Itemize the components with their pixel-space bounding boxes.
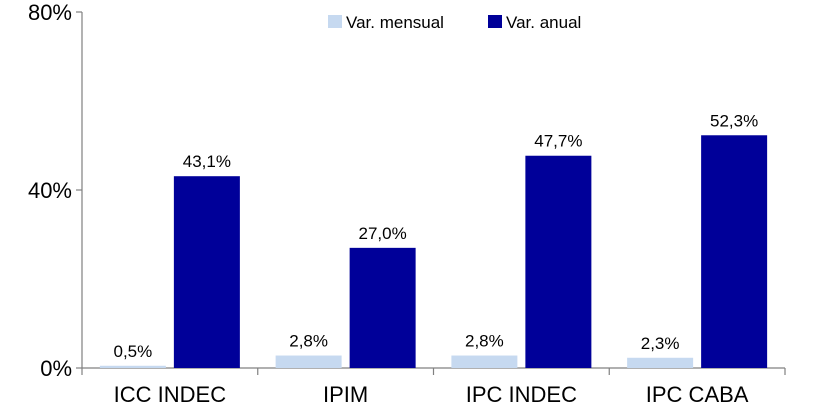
data-label: 2,8%: [289, 332, 328, 351]
bar-var-mensual: [627, 357, 694, 368]
y-tick-label: 80%: [28, 0, 72, 25]
chart-axes: 0% 40% 80% ICC INDEC IPIM IPC INDEC IPC CABA: [28, 0, 786, 407]
x-tick-label: ICC INDEC: [114, 382, 227, 407]
bar-var-anual: [349, 247, 416, 368]
legend-label: Var. anual: [506, 13, 581, 32]
x-tick-label: IPC INDEC: [466, 382, 577, 407]
y-tick-label: 40%: [28, 178, 72, 203]
bar-var-mensual: [451, 355, 518, 368]
legend-swatch: [488, 15, 502, 28]
bar-var-anual: [525, 155, 592, 368]
data-label: 2,8%: [465, 332, 504, 351]
data-label: 43,1%: [183, 152, 231, 171]
bar-var-anual: [701, 135, 768, 368]
data-label: 47,7%: [534, 132, 582, 151]
data-label: 0,5%: [114, 342, 153, 361]
data-label: 52,3%: [710, 111, 758, 130]
chart-data-labels: 0,5% 43,1% 2,8% 27,0% 2,8% 47,7% 2,3% 52,3%: [114, 111, 759, 361]
data-label: 2,3%: [641, 334, 680, 353]
data-label: 27,0%: [359, 224, 407, 243]
x-tick-label: IPC CABA: [646, 382, 749, 407]
legend-label: Var. mensual: [346, 13, 444, 32]
bar-var-mensual: [99, 365, 166, 368]
bar-var-mensual: [275, 355, 342, 368]
x-tick-label: IPIM: [323, 382, 368, 407]
legend-swatch: [328, 15, 342, 28]
y-tick-label: 0%: [40, 356, 72, 381]
chart-bars: [99, 135, 768, 368]
bar-var-anual: [173, 176, 240, 368]
chart-legend: Var. mensual Var. anual: [328, 13, 581, 32]
